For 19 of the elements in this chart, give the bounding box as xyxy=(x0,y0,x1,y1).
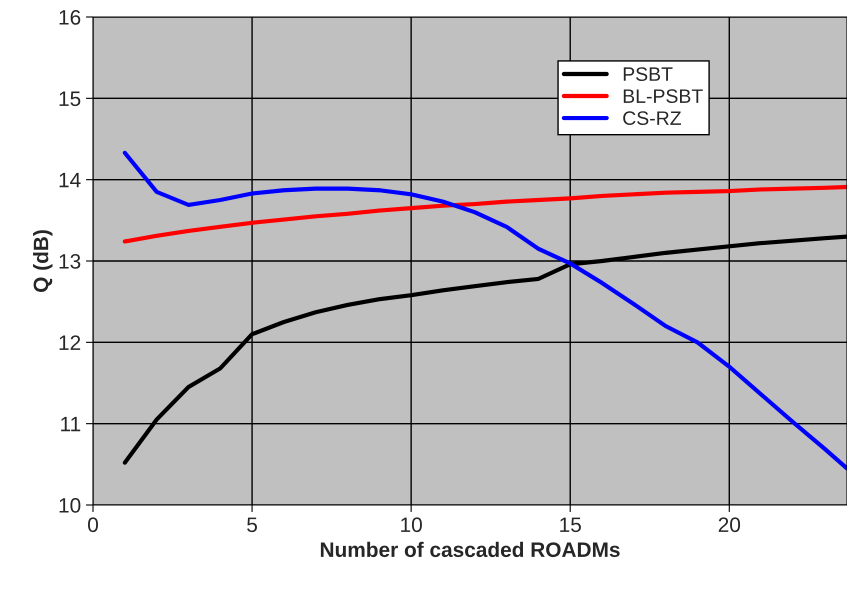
x-tick-label: 20 xyxy=(718,517,740,532)
y-axis-title: Q (dB) xyxy=(33,230,52,292)
line-series xyxy=(122,150,847,470)
y-tick-label: 13 xyxy=(60,254,80,269)
x-tick-label: 5 xyxy=(247,518,257,532)
y-tick-label: 11 xyxy=(61,416,80,432)
legend-label: CS-RZ xyxy=(623,111,682,126)
legend-label: BL-PSBT xyxy=(624,89,703,104)
x-tick-label: 10 xyxy=(401,517,422,532)
y-tick-label: 10 xyxy=(60,498,80,513)
line-series xyxy=(122,184,847,244)
x-tick-label: 0 xyxy=(88,517,98,532)
y-tick-label: 14 xyxy=(60,172,81,188)
x-tick-label: 15 xyxy=(560,518,581,532)
y-tick-label: 15 xyxy=(60,92,80,106)
x-axis-title: Number of cascaded ROADMs xyxy=(320,542,620,558)
legend-label: PSBT xyxy=(624,67,673,81)
y-tick-label: 12 xyxy=(60,335,80,350)
y-tick-label: 16 xyxy=(60,10,80,25)
